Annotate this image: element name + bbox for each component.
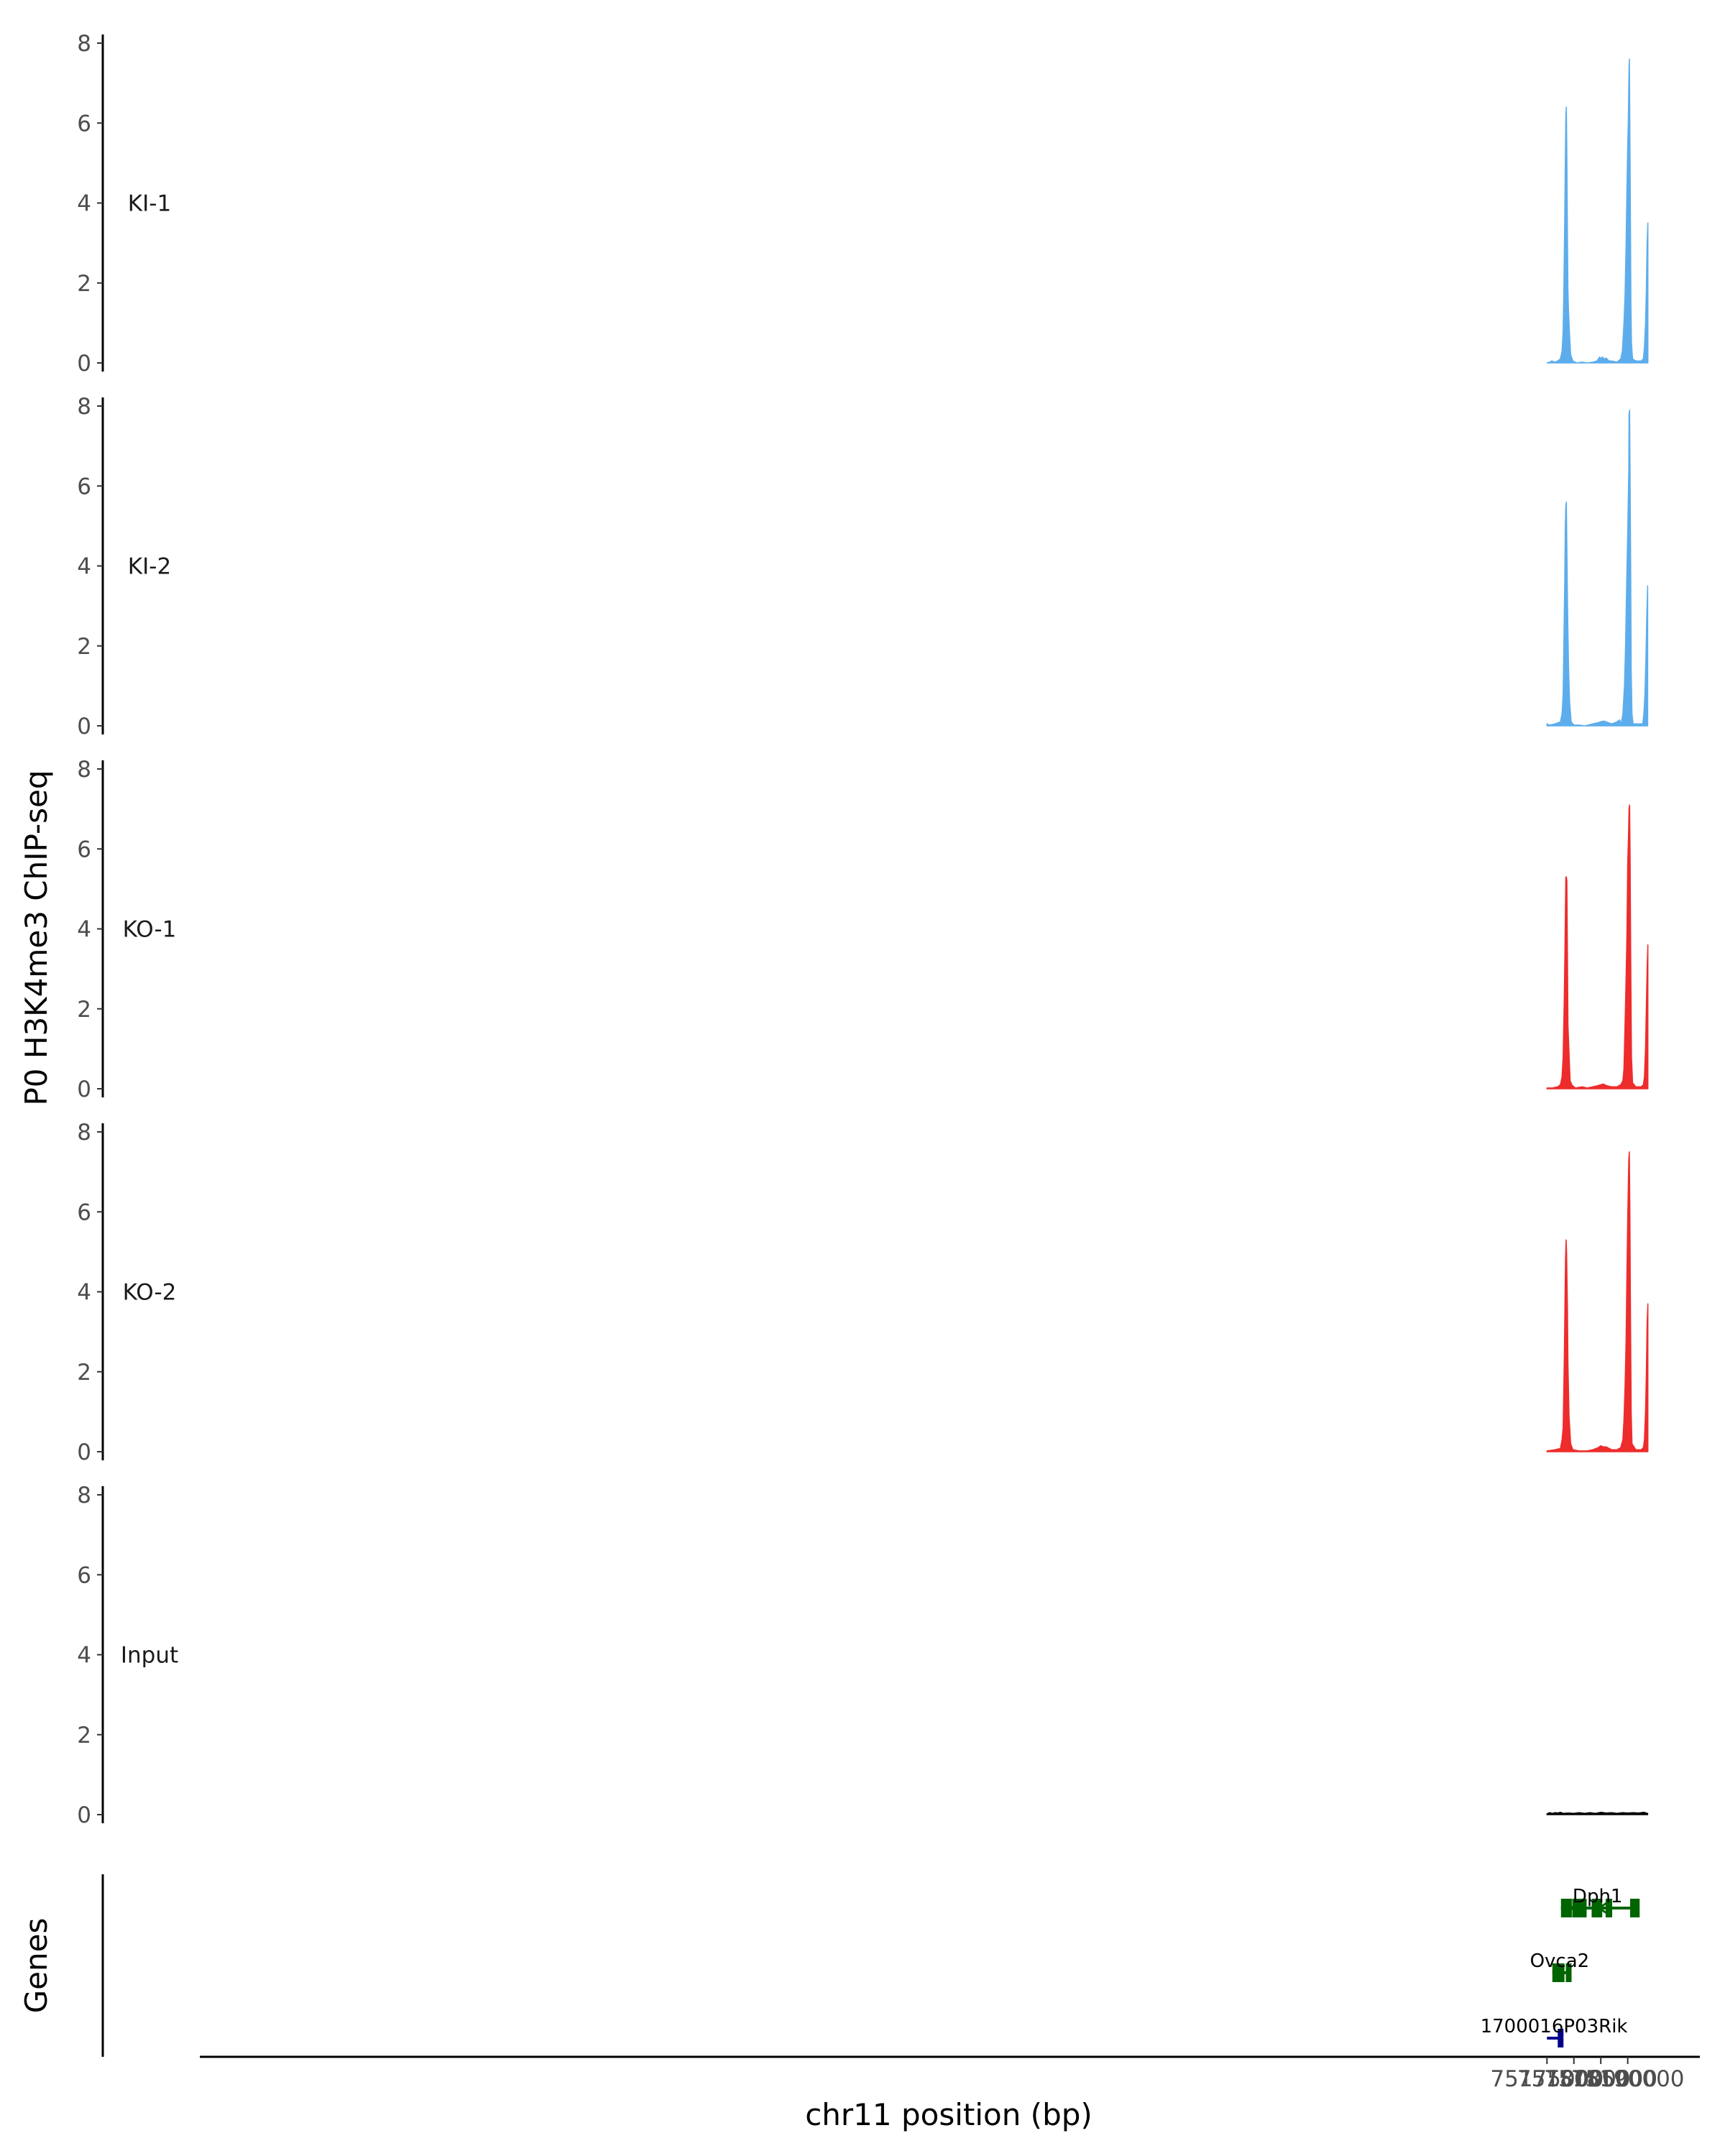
track-input: 0 2 4 6 8 Input bbox=[77, 1483, 1649, 1828]
gene-exon bbox=[1596, 1899, 1603, 1917]
y-tick-label: 6 bbox=[77, 1562, 91, 1588]
track-ko-2: 0 2 4 6 8 KO-2 bbox=[77, 1120, 1649, 1465]
gene-exon bbox=[1565, 1899, 1572, 1917]
track-ko-1: 0 2 4 6 8 KO-1 bbox=[77, 757, 1649, 1102]
gene-exon bbox=[1558, 2029, 1564, 2047]
gene-label: Dph1 bbox=[1573, 1886, 1623, 1907]
y-tick-label: 8 bbox=[77, 1483, 91, 1508]
y-tick-label: 6 bbox=[77, 1199, 91, 1225]
genes-axis-title: Genes bbox=[19, 1918, 54, 2014]
y-tick-label: 6 bbox=[77, 837, 91, 862]
x-tick-label: 75180000 bbox=[1517, 2066, 1631, 2092]
y-tick-label: 6 bbox=[77, 474, 91, 499]
signal-area bbox=[1546, 804, 1649, 1089]
gene-dph1: Dph1 bbox=[1560, 1886, 1640, 1917]
track-label: KI-2 bbox=[128, 554, 171, 580]
gene-exon bbox=[1572, 1899, 1578, 1917]
x-tick-label: 75175000 bbox=[1490, 2066, 1604, 2092]
gene-exon bbox=[1630, 1899, 1637, 1917]
track-ki-1: 0 2 4 6 8 KI-1 bbox=[77, 31, 1649, 377]
gene-exon bbox=[1565, 1963, 1572, 1982]
x-tick-label: 75185000 bbox=[1544, 2066, 1657, 2092]
y-tick-label: 2 bbox=[77, 1723, 91, 1749]
signal-tracks: 0 2 4 6 8 KI-1 0 2 4 6 8 KI-2 0 2 4 6 8 KO-1 0 2 4 6 8 KO-2 0 2 4 6… bbox=[77, 31, 1649, 1828]
gene-exon bbox=[1560, 1899, 1567, 1917]
y-tick-label: 0 bbox=[77, 351, 91, 377]
y-tick-label: 2 bbox=[77, 1360, 91, 1386]
gene-label: Ovca2 bbox=[1530, 1950, 1590, 1972]
y-tick-label: 8 bbox=[77, 757, 91, 783]
y-tick-label: 2 bbox=[77, 634, 91, 660]
y-tick-label: 0 bbox=[77, 1802, 91, 1828]
gene-ovca2: Ovca2 bbox=[1530, 1950, 1590, 1982]
y-tick-label: 0 bbox=[77, 1077, 91, 1102]
track-label: KI-1 bbox=[128, 191, 171, 217]
y-tick-label: 4 bbox=[77, 917, 91, 943]
y-tick-label: 4 bbox=[77, 1643, 91, 1669]
gene-exon bbox=[1634, 1899, 1640, 1917]
gene-exon bbox=[1581, 1899, 1587, 1917]
signal-area bbox=[1546, 409, 1649, 727]
y-tick-label: 8 bbox=[77, 31, 91, 57]
x-tick-label: 75190000 bbox=[1571, 2066, 1685, 2092]
track-label: KO-1 bbox=[123, 917, 177, 943]
gene-exon bbox=[1606, 1899, 1613, 1917]
y-tick-label: 8 bbox=[77, 394, 91, 420]
y-axis-title: P0 H3K4me3 ChIP-seq bbox=[19, 770, 54, 1105]
gene-1700016p03rik: 1700016P03Rik bbox=[1481, 2016, 1628, 2047]
y-tick-label: 0 bbox=[77, 714, 91, 740]
y-tick-label: 4 bbox=[77, 1280, 91, 1306]
track-ki-2: 0 2 4 6 8 KI-2 bbox=[77, 394, 1649, 740]
y-tick-label: 2 bbox=[77, 271, 91, 297]
y-tick-label: 4 bbox=[77, 191, 91, 217]
signal-area bbox=[1546, 1151, 1649, 1452]
gene-exon bbox=[1552, 1963, 1565, 1982]
gene-label: 1700016P03Rik bbox=[1481, 2016, 1628, 2037]
y-tick-label: 6 bbox=[77, 111, 91, 137]
x-axis-title: chr11 position (bp) bbox=[805, 2097, 1092, 2132]
signal-area bbox=[1546, 1811, 1649, 1815]
y-tick-label: 0 bbox=[77, 1439, 91, 1465]
track-label: Input bbox=[121, 1643, 178, 1669]
gene-annotation-track: Dph1 Ovca2 1700016P03Rik bbox=[101, 1874, 1640, 2057]
track-label: KO-2 bbox=[123, 1280, 177, 1306]
y-tick-label: 4 bbox=[77, 554, 91, 580]
y-tick-label: 2 bbox=[77, 997, 91, 1023]
y-tick-label: 8 bbox=[77, 1120, 91, 1146]
gene-exon bbox=[1593, 1899, 1599, 1917]
signal-area bbox=[1546, 58, 1649, 364]
